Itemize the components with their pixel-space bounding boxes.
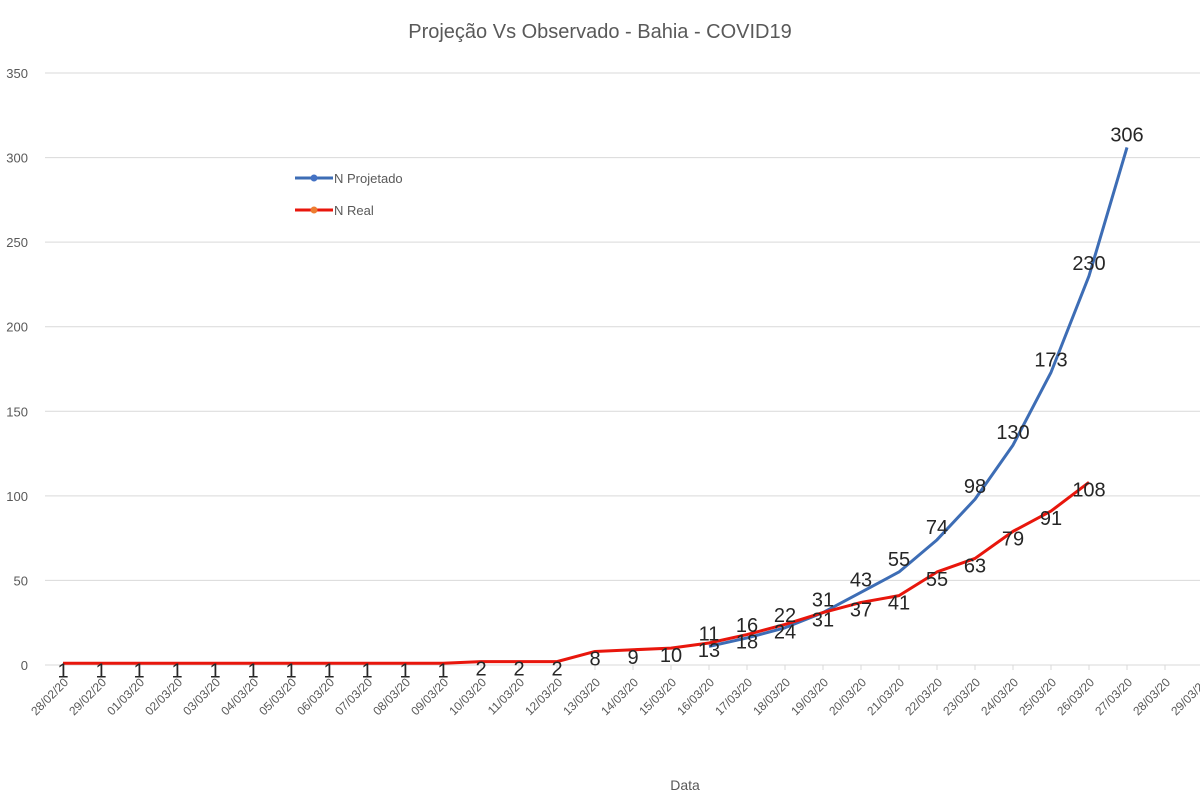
data-label: 8 — [589, 648, 600, 670]
data-label: 63 — [964, 555, 986, 577]
x-tick-label: 16/03/20 — [674, 675, 717, 718]
data-label: 1 — [57, 660, 68, 682]
y-tick-label: 150 — [6, 404, 28, 419]
data-label: 13 — [698, 640, 720, 662]
data-label: 2 — [551, 659, 562, 681]
x-tick-label: 21/03/20 — [864, 675, 907, 718]
data-label: 9 — [627, 647, 638, 669]
series-line — [63, 481, 1090, 665]
series-line — [708, 146, 1129, 648]
data-label: 2 — [513, 659, 524, 681]
x-tick-label: 12/03/20 — [522, 675, 565, 718]
legend-label: N Projetado — [334, 171, 403, 186]
data-label: 1 — [323, 660, 334, 682]
data-label: 55 — [926, 569, 948, 591]
data-label: 130 — [996, 422, 1029, 444]
data-label: 230 — [1072, 253, 1105, 275]
x-tick-label: 24/03/20 — [978, 675, 1021, 718]
x-tick-label: 17/03/20 — [712, 675, 755, 718]
x-axis-title: Data — [670, 777, 700, 793]
data-label: 1 — [285, 660, 296, 682]
data-label: 173 — [1034, 349, 1067, 371]
data-label: 31 — [812, 590, 834, 612]
x-tick-label: 25/03/20 — [1016, 675, 1059, 718]
data-label: 1 — [95, 660, 106, 682]
x-tick-label: 23/03/20 — [940, 675, 983, 718]
x-tick-label: 10/03/20 — [446, 675, 489, 718]
y-tick-label: 300 — [6, 151, 28, 166]
data-label: 98 — [964, 476, 986, 498]
y-tick-label: 250 — [6, 235, 28, 250]
legend-marker — [310, 206, 318, 214]
x-tick-label: 15/03/20 — [636, 675, 679, 718]
x-tick-label: 28/03/20 — [1130, 675, 1173, 718]
data-label: 1 — [399, 660, 410, 682]
data-label: 1 — [437, 660, 448, 682]
data-label: 31 — [812, 610, 834, 632]
data-label: 2 — [475, 659, 486, 681]
data-label: 91 — [1040, 508, 1062, 530]
y-tick-label: 50 — [14, 573, 28, 588]
data-label: 37 — [850, 599, 872, 621]
legend-label: N Real — [334, 203, 374, 218]
data-label: 1 — [133, 660, 144, 682]
x-tick-label: 13/03/20 — [560, 675, 603, 718]
data-label: 108 — [1072, 479, 1105, 501]
data-label: 10 — [660, 645, 682, 667]
data-label: 1 — [361, 660, 372, 682]
x-tick-label: 19/03/20 — [788, 675, 831, 718]
data-label: 1 — [171, 660, 182, 682]
legend-marker — [310, 174, 318, 182]
y-tick-label: 0 — [21, 658, 28, 673]
x-tick-label: 11/03/20 — [485, 675, 528, 718]
y-tick-label: 350 — [6, 66, 28, 81]
data-label: 55 — [888, 549, 910, 571]
y-tick-label: 200 — [6, 320, 28, 335]
x-tick-label: 22/03/20 — [902, 675, 945, 718]
data-label: 1 — [209, 660, 220, 682]
data-label: 1 — [247, 660, 258, 682]
y-tick-label: 100 — [6, 489, 28, 504]
x-tick-label: 20/03/20 — [826, 675, 869, 718]
x-tick-label: 29/03/20 — [1168, 675, 1200, 718]
x-tick-label: 14/03/20 — [598, 675, 641, 718]
data-label: 43 — [850, 569, 872, 591]
x-tick-label: 27/03/20 — [1092, 675, 1135, 718]
chart-title: Projeção Vs Observado - Bahia - COVID19 — [408, 21, 792, 43]
x-tick-label: 18/03/20 — [750, 675, 793, 718]
data-label: 74 — [926, 517, 948, 539]
data-label: 18 — [736, 632, 758, 654]
x-tick-label: 26/03/20 — [1054, 675, 1097, 718]
data-label: 11 — [699, 623, 720, 645]
data-label: 79 — [1002, 528, 1024, 550]
data-label: 24 — [774, 621, 796, 643]
data-label: 22 — [774, 605, 796, 627]
data-label: 41 — [888, 593, 910, 615]
data-label: 16 — [736, 615, 758, 637]
data-label: 306 — [1110, 124, 1143, 146]
